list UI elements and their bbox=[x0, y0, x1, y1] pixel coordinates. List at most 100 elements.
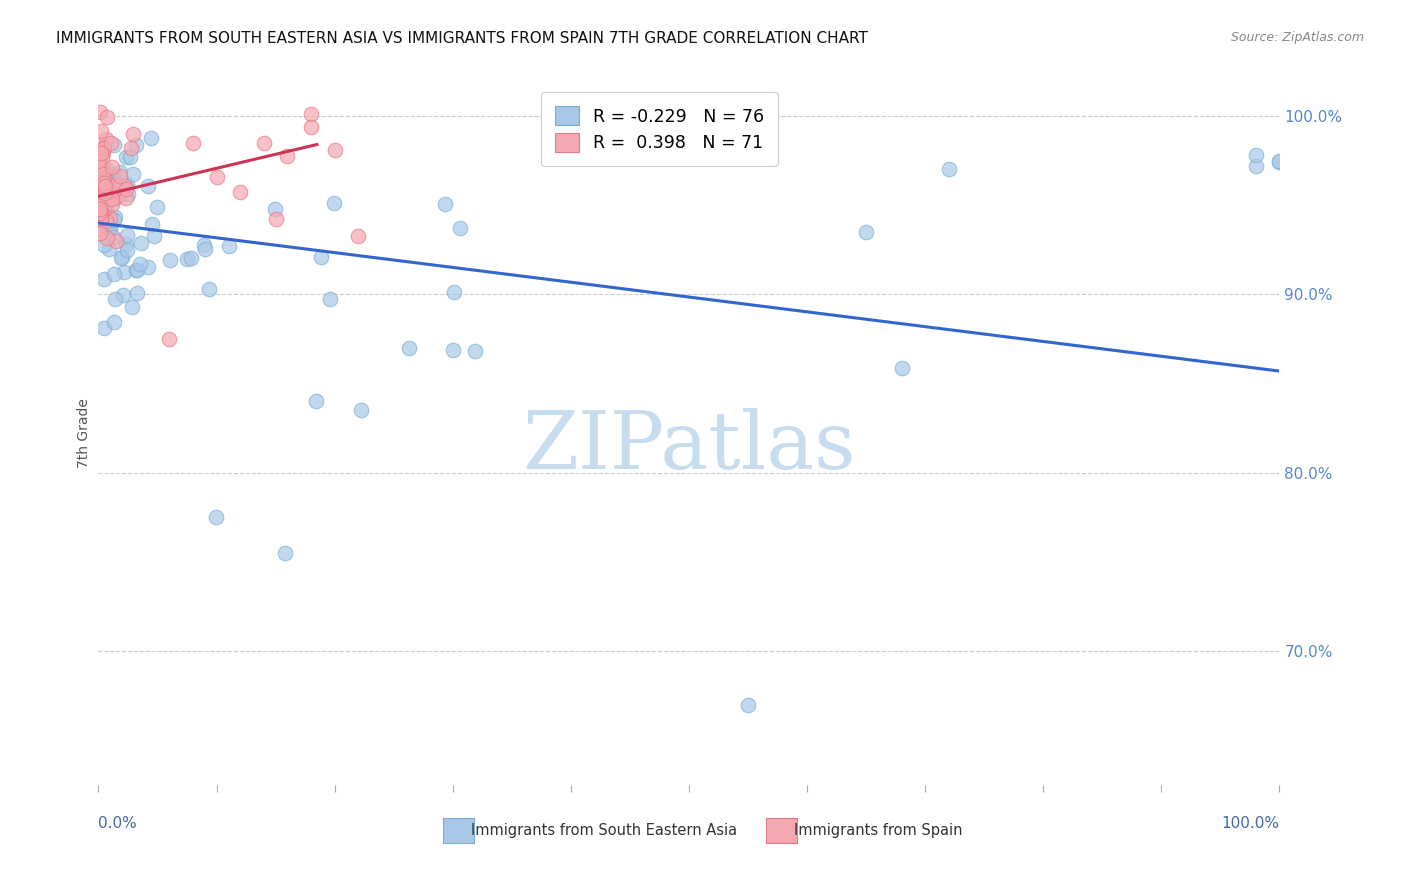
Point bbox=[273, 546, 295, 560]
Point bbox=[91, 167, 114, 181]
Point bbox=[323, 144, 346, 158]
Point bbox=[90, 194, 112, 208]
Point bbox=[218, 239, 240, 253]
Point bbox=[96, 185, 118, 199]
Point bbox=[90, 124, 112, 138]
Point bbox=[93, 163, 115, 178]
Point bbox=[115, 150, 138, 164]
Point bbox=[443, 285, 465, 299]
Point bbox=[89, 206, 111, 220]
Point bbox=[112, 288, 135, 302]
Point bbox=[938, 162, 960, 177]
Point bbox=[91, 194, 114, 209]
Point bbox=[117, 177, 139, 191]
Point bbox=[90, 211, 112, 225]
Point bbox=[194, 242, 217, 256]
Point bbox=[264, 212, 287, 227]
Point bbox=[890, 361, 912, 376]
Point bbox=[115, 237, 138, 252]
Point bbox=[89, 175, 111, 189]
Point bbox=[103, 315, 125, 329]
Point bbox=[464, 343, 486, 358]
Point bbox=[96, 131, 118, 145]
Point bbox=[205, 510, 228, 524]
Point bbox=[121, 300, 143, 314]
Text: 100.0%: 100.0% bbox=[1222, 816, 1279, 831]
Point bbox=[94, 175, 117, 189]
Point bbox=[125, 137, 148, 152]
Point bbox=[103, 213, 125, 227]
Point bbox=[115, 190, 138, 204]
Point bbox=[205, 170, 228, 185]
Point bbox=[90, 197, 112, 211]
Point bbox=[103, 268, 125, 282]
Point bbox=[89, 169, 111, 184]
Point bbox=[98, 242, 121, 256]
Point bbox=[125, 263, 148, 277]
Point bbox=[441, 343, 464, 358]
Point bbox=[121, 167, 143, 181]
Point bbox=[104, 211, 127, 225]
Point bbox=[136, 179, 159, 194]
Text: Source: ZipAtlas.com: Source: ZipAtlas.com bbox=[1230, 31, 1364, 45]
Point bbox=[89, 178, 111, 192]
Point bbox=[89, 222, 111, 236]
Point bbox=[108, 165, 131, 179]
Point bbox=[114, 178, 136, 193]
Point bbox=[89, 202, 111, 217]
Point bbox=[93, 272, 115, 286]
Point bbox=[93, 141, 115, 155]
Point bbox=[98, 169, 121, 183]
Point bbox=[104, 234, 127, 248]
Point bbox=[115, 182, 138, 196]
Point bbox=[299, 120, 322, 134]
Point bbox=[117, 187, 139, 202]
Point bbox=[100, 219, 122, 234]
Point bbox=[90, 211, 112, 226]
Point bbox=[108, 169, 131, 183]
Point bbox=[138, 260, 160, 274]
Point bbox=[94, 178, 117, 193]
Point bbox=[263, 202, 285, 216]
Point bbox=[117, 243, 139, 257]
Point bbox=[253, 136, 276, 150]
Legend: R = -0.229   N = 76, R =  0.398   N = 71: R = -0.229 N = 76, R = 0.398 N = 71 bbox=[541, 93, 778, 166]
Point bbox=[229, 185, 252, 199]
Point bbox=[93, 215, 115, 229]
Point bbox=[141, 217, 163, 231]
Point bbox=[1268, 155, 1291, 169]
Point bbox=[103, 230, 125, 244]
Point bbox=[737, 698, 759, 712]
Point bbox=[139, 131, 162, 145]
Text: Immigrants from South Eastern Asia: Immigrants from South Eastern Asia bbox=[471, 823, 737, 838]
Point bbox=[350, 403, 373, 417]
Point bbox=[98, 221, 121, 235]
Point bbox=[103, 138, 125, 153]
Text: Immigrants from Spain: Immigrants from Spain bbox=[794, 823, 963, 838]
Point bbox=[89, 164, 111, 178]
Point bbox=[1244, 148, 1267, 162]
Point bbox=[96, 110, 118, 124]
Point bbox=[1244, 159, 1267, 173]
Point bbox=[89, 161, 111, 175]
Point bbox=[129, 257, 152, 271]
Point bbox=[104, 293, 127, 307]
Text: 0.0%: 0.0% bbox=[98, 816, 138, 831]
Point bbox=[101, 192, 124, 206]
Point bbox=[1268, 153, 1291, 168]
Point bbox=[94, 186, 117, 200]
Point bbox=[104, 191, 127, 205]
Point bbox=[276, 149, 298, 163]
Point bbox=[100, 211, 122, 225]
Point bbox=[311, 250, 333, 264]
Point bbox=[90, 178, 112, 192]
Point bbox=[145, 201, 167, 215]
Point bbox=[90, 146, 112, 161]
Point bbox=[108, 188, 131, 202]
Point bbox=[93, 237, 115, 252]
Point bbox=[93, 179, 115, 194]
Point bbox=[124, 263, 146, 277]
Point bbox=[89, 203, 111, 218]
Point bbox=[449, 221, 471, 235]
Point bbox=[118, 150, 141, 164]
